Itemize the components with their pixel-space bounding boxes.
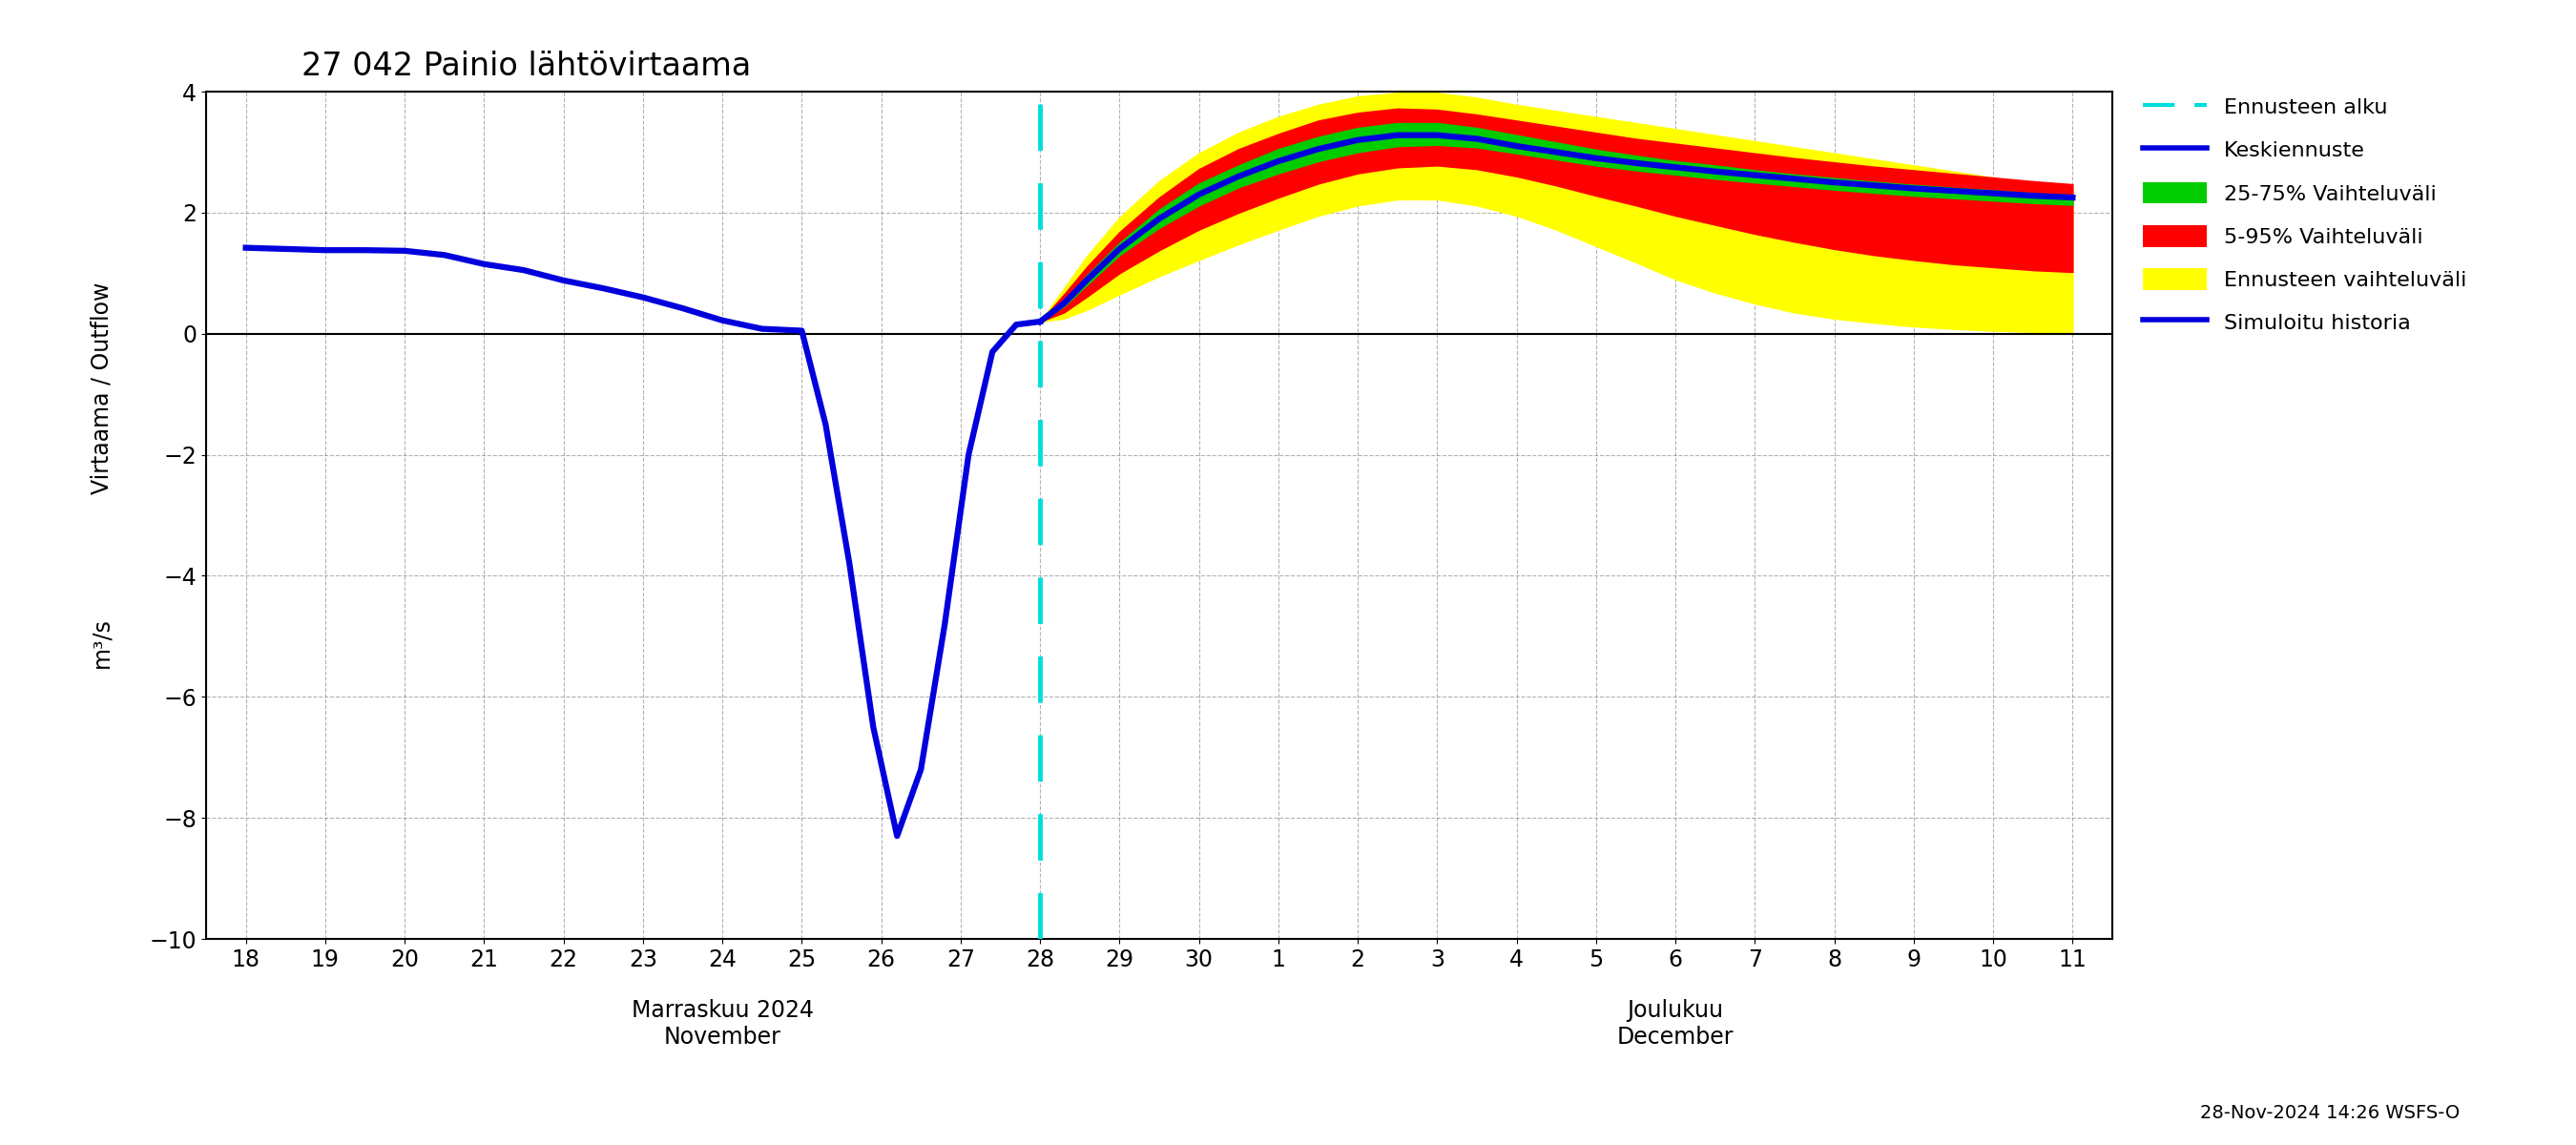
Text: Marraskuu 2024
November: Marraskuu 2024 November	[631, 1000, 814, 1049]
Text: 27 042 Painio lähtövirtaama: 27 042 Painio lähtövirtaama	[301, 50, 752, 82]
Text: m³/s: m³/s	[90, 617, 113, 668]
Text: 28-Nov-2024 14:26 WSFS-O: 28-Nov-2024 14:26 WSFS-O	[2200, 1104, 2460, 1122]
Text: Virtaama / Outflow: Virtaama / Outflow	[90, 282, 113, 495]
Legend: Ennusteen alku, Keskiennuste, 25-75% Vaihteluväli, 5-95% Vaihteluväli, Ennusteen: Ennusteen alku, Keskiennuste, 25-75% Vai…	[2133, 85, 2478, 344]
Text: Joulukuu
December: Joulukuu December	[1618, 1000, 1734, 1049]
